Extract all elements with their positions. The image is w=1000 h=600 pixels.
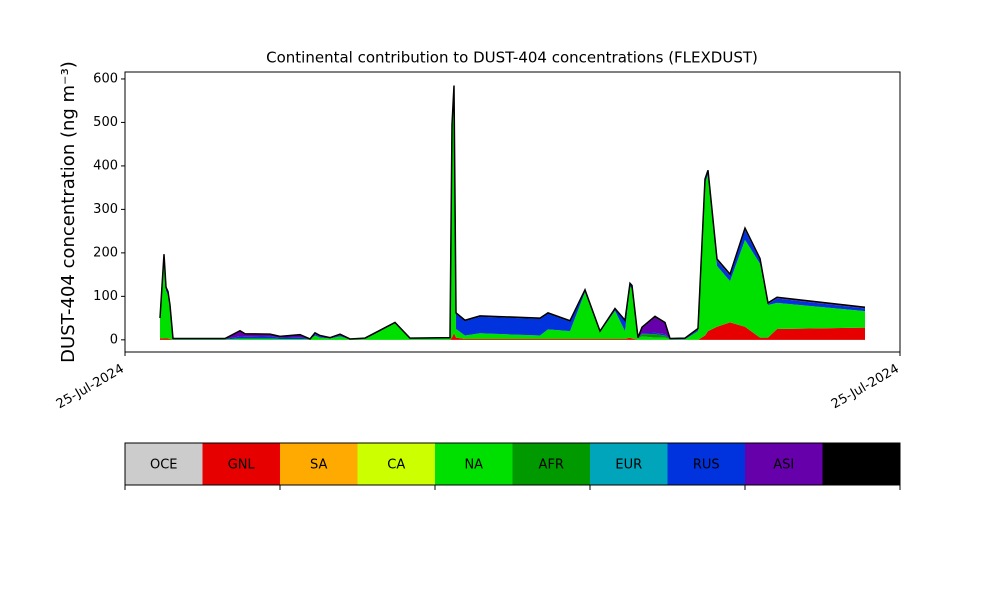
x-tick-label: 25-Jul-2024	[54, 362, 127, 413]
plot-frame	[124, 71, 901, 353]
legend-label: NA	[464, 458, 483, 473]
colorbar-cell	[125, 443, 203, 485]
legend-label: AUS	[848, 458, 875, 473]
colorbar-cell	[745, 443, 823, 485]
colorbar-cell	[435, 443, 513, 485]
y-tick-label: 200	[93, 245, 118, 260]
area	[160, 322, 865, 340]
chart-title: Continental contribution to DUST-404 con…	[266, 49, 758, 67]
legend-label: SA	[310, 458, 327, 473]
legend-label: EUR	[615, 458, 642, 473]
colorbar-cell	[280, 443, 358, 485]
legend-label: RUS	[693, 458, 720, 473]
legend-label: OCE	[150, 458, 178, 473]
y-tick-label: 0	[110, 332, 118, 347]
legend-label: CA	[387, 458, 405, 473]
legend-label: AFR	[539, 458, 564, 473]
area	[160, 89, 865, 340]
legend-label: GNL	[228, 458, 256, 473]
y-tick-label: 600	[93, 71, 118, 86]
y-tick-label: 400	[93, 158, 118, 173]
colorbar-frame	[124, 442, 901, 486]
top-line	[159, 85, 866, 340]
y-tick-label: 300	[93, 202, 118, 217]
colorbar-cell	[512, 443, 590, 485]
colorbar-cell	[667, 443, 745, 485]
x-tick-label: 25-Jul-2024	[829, 362, 902, 413]
colorbar-cell	[590, 443, 668, 485]
colorbar-cell	[202, 443, 280, 485]
y-axis-label: DUST-404 concentration (ng m⁻³)	[58, 61, 79, 363]
colorbar-cell	[357, 443, 435, 485]
colorbar-cell	[822, 443, 900, 485]
y-tick-label: 100	[93, 289, 118, 304]
legend-label: ASI	[773, 458, 794, 473]
y-tick-label: 500	[93, 115, 118, 130]
